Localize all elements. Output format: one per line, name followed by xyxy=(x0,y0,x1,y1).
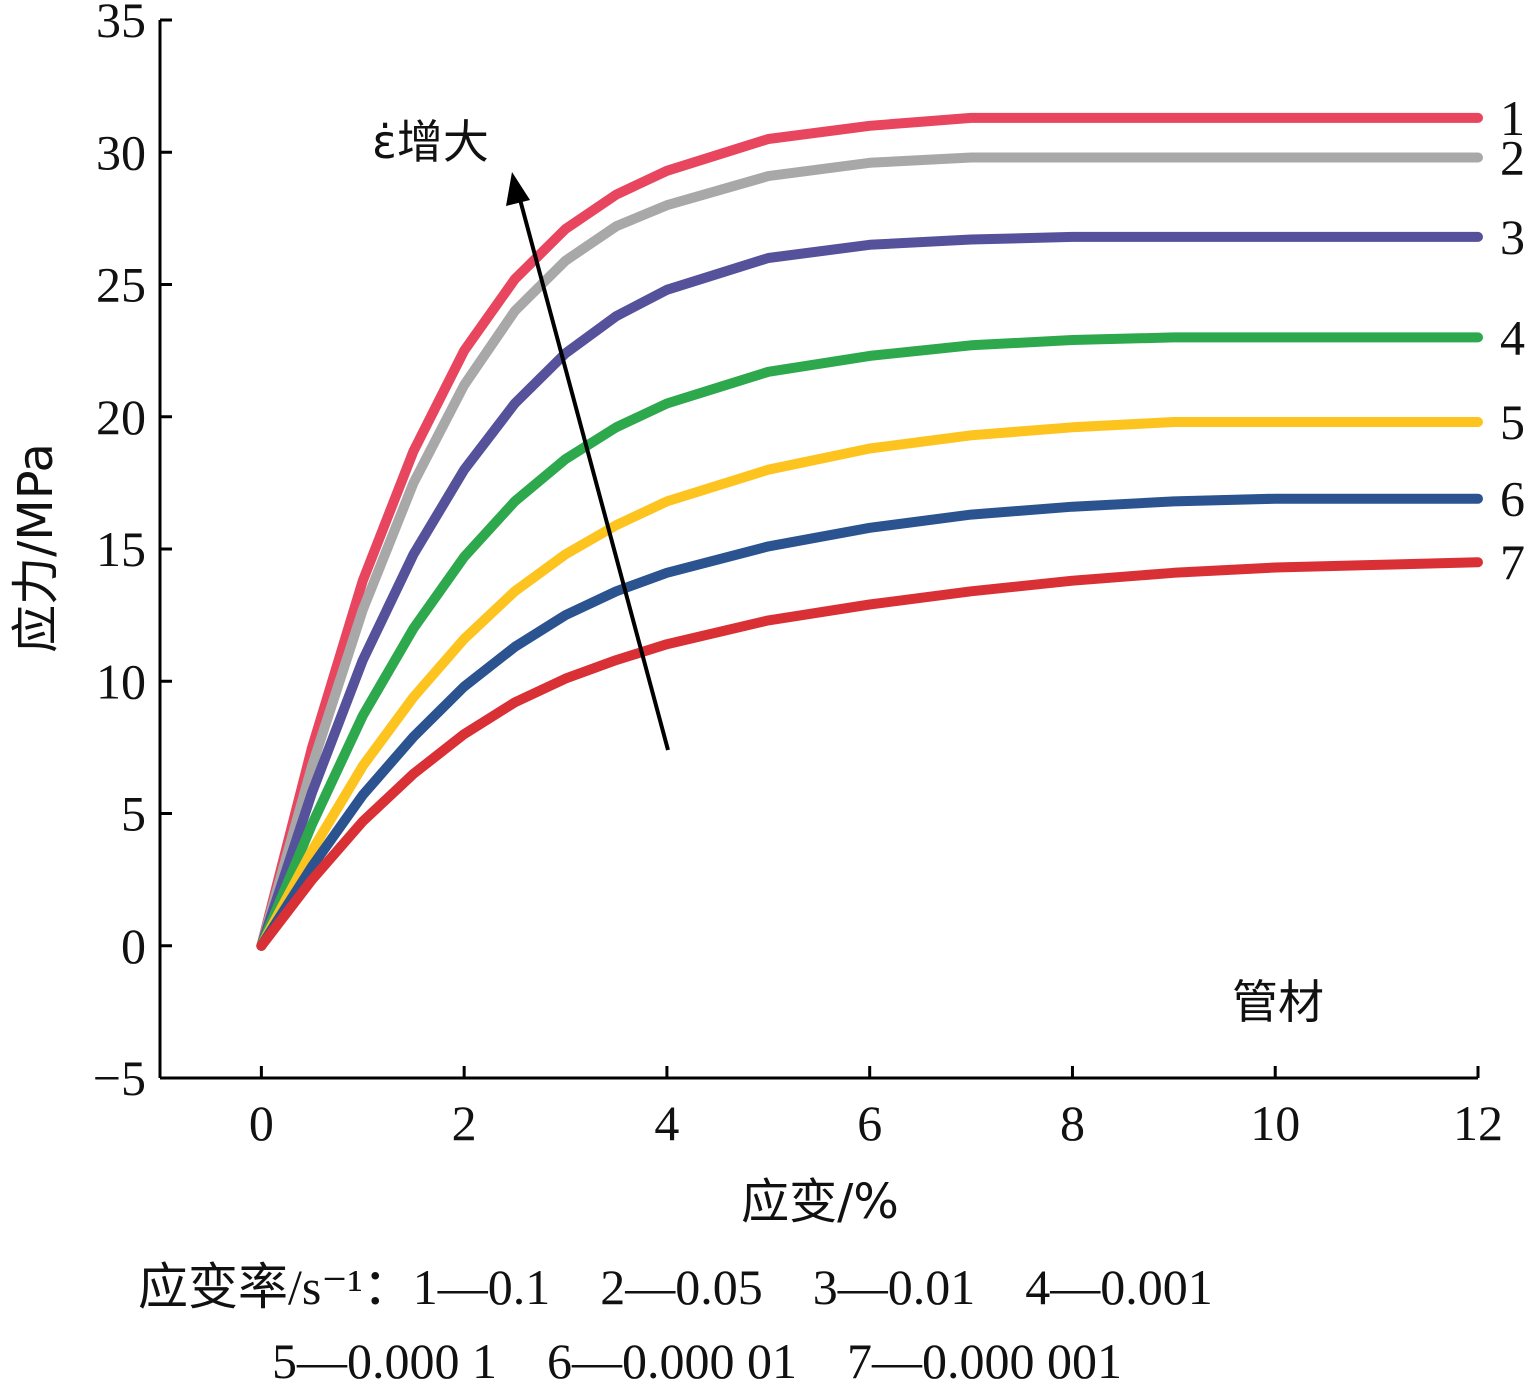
y-tick-label: 20 xyxy=(96,389,146,445)
series-1-label: 1 xyxy=(1500,90,1525,146)
series-5-label: 5 xyxy=(1500,394,1525,450)
series-1-line xyxy=(256,112,1483,951)
series-3-label: 3 xyxy=(1500,209,1525,265)
x-tick-label: 4 xyxy=(654,1095,679,1151)
series-6-line xyxy=(256,493,1483,951)
series-2-line xyxy=(256,152,1483,951)
y-tick-label: 10 xyxy=(96,653,146,709)
legend-line-2: 5—0.000 1 6—0.000 01 7—0.000 001 xyxy=(272,1333,1122,1389)
y-tick-label: 15 xyxy=(96,521,146,577)
x-tick-label: 0 xyxy=(249,1095,274,1151)
y-tick-label: 25 xyxy=(96,257,146,313)
series-7-line xyxy=(256,557,1483,951)
y-tick-label: −5 xyxy=(93,1050,146,1106)
x-tick-label: 6 xyxy=(857,1095,882,1151)
y-tick-label: 30 xyxy=(96,124,146,180)
arrow-label: ε̇增大 xyxy=(372,115,489,169)
x-tick-label: 12 xyxy=(1453,1095,1503,1151)
series-6-label: 6 xyxy=(1500,471,1525,527)
y-tick-label: 35 xyxy=(96,0,146,48)
axes-layer xyxy=(158,20,1478,1080)
ticks-layer: 0 2 4 6 8 10 12 −5 0 5 10 15 20 25 30 35 xyxy=(93,0,1503,1151)
x-tick-label: 2 xyxy=(452,1095,477,1151)
series-labels-layer: 12 3 4 5 6 7 xyxy=(1500,90,1525,590)
series-4-line xyxy=(256,332,1483,951)
y-tick-label: 0 xyxy=(121,918,146,974)
series-5-line xyxy=(256,417,1483,951)
series-7-label: 7 xyxy=(1500,534,1525,590)
x-tick-label: 8 xyxy=(1060,1095,1085,1151)
material-label: 管材 xyxy=(1232,975,1324,1029)
y-axis-title: 应力/MPa xyxy=(8,443,64,653)
y-tick-label: 5 xyxy=(121,786,146,842)
series-2-label: 2 xyxy=(1500,130,1525,186)
trend-arrowhead xyxy=(506,172,530,206)
series-4-label: 4 xyxy=(1500,309,1525,365)
x-tick-label: 10 xyxy=(1250,1095,1300,1151)
x-axis-title: 应变/% xyxy=(741,1174,899,1230)
curves-layer xyxy=(256,112,1483,951)
legend-line-1: 应变率/s⁻¹：1—0.1 2—0.05 3—0.01 4—0.001 xyxy=(138,1259,1213,1315)
trend-arrow-shaft xyxy=(516,191,670,751)
series-3-line xyxy=(256,231,1483,951)
